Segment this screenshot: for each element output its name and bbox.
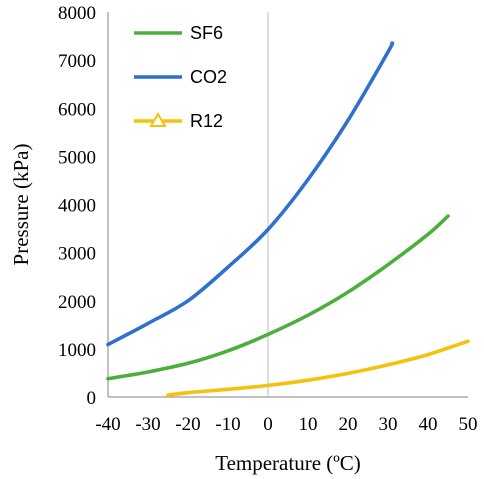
y-tick-label: 2000 <box>58 292 96 313</box>
x-tick-label: 0 <box>263 414 273 435</box>
legend: SF6 CO2 R12 <box>134 23 227 131</box>
x-tick-label: 20 <box>339 414 358 435</box>
legend-label-co2: CO2 <box>190 67 227 87</box>
y-tick-label: 3000 <box>58 244 96 265</box>
x-tick-label: 10 <box>299 414 318 435</box>
series-lines <box>106 41 470 397</box>
series-line-r12 <box>166 339 470 397</box>
legend-label-r12: R12 <box>190 111 223 131</box>
y-tick-label: 1000 <box>58 340 96 361</box>
series-line-sf6 <box>106 214 450 381</box>
x-tick-label: -10 <box>215 414 240 435</box>
y-axis-title: Pressure (kPa) <box>9 144 33 266</box>
series-line-co2 <box>106 41 395 347</box>
x-tick-label: 40 <box>419 414 438 435</box>
y-tick-label: 5000 <box>58 147 96 168</box>
x-tick-label: 50 <box>459 414 478 435</box>
legend-marker-triangle <box>149 112 167 127</box>
legend-label-sf6: SF6 <box>190 23 223 43</box>
x-axis-title: Temperature (ºC) <box>215 451 361 475</box>
y-tick-label: 0 <box>87 388 97 409</box>
y-tick-label: 6000 <box>58 99 96 120</box>
y-tick-label: 4000 <box>58 196 96 217</box>
x-tick-label: 30 <box>379 414 398 435</box>
axes <box>107 12 468 398</box>
x-tick-label: -40 <box>95 414 120 435</box>
y-tick-label: 8000 <box>58 3 96 24</box>
x-tick-label: -30 <box>135 414 160 435</box>
x-tick-label: -20 <box>175 414 200 435</box>
y-tick-label: 7000 <box>58 51 96 72</box>
